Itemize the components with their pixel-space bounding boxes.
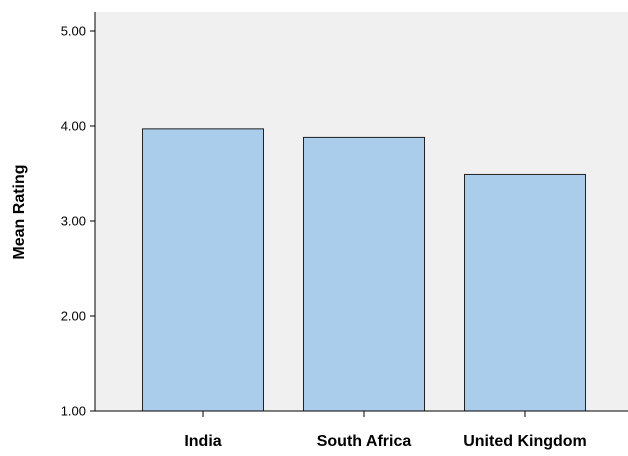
x-category-label: South Africa	[317, 433, 412, 450]
y-ticks-group: 1.00 2.00 3.00 4.00 5.00	[61, 24, 95, 419]
bars-group	[142, 128, 586, 412]
bar-south-africa	[303, 136, 425, 412]
y-axis-title: Mean Rating	[11, 164, 28, 259]
bar-united-kingdom	[464, 173, 586, 412]
y-tick-label: 5.00	[61, 24, 86, 39]
x-category-label: India	[184, 433, 221, 450]
axes-group	[94, 12, 628, 412]
y-tick-label: 4.00	[61, 119, 86, 134]
y-tick-label: 3.00	[61, 214, 86, 229]
y-tick-label: 2.00	[61, 309, 86, 324]
x-labels-group: India South Africa United Kingdom	[184, 411, 587, 450]
y-tick-label: 1.00	[61, 404, 86, 419]
bar-india	[142, 128, 264, 412]
x-category-label: United Kingdom	[463, 433, 587, 450]
